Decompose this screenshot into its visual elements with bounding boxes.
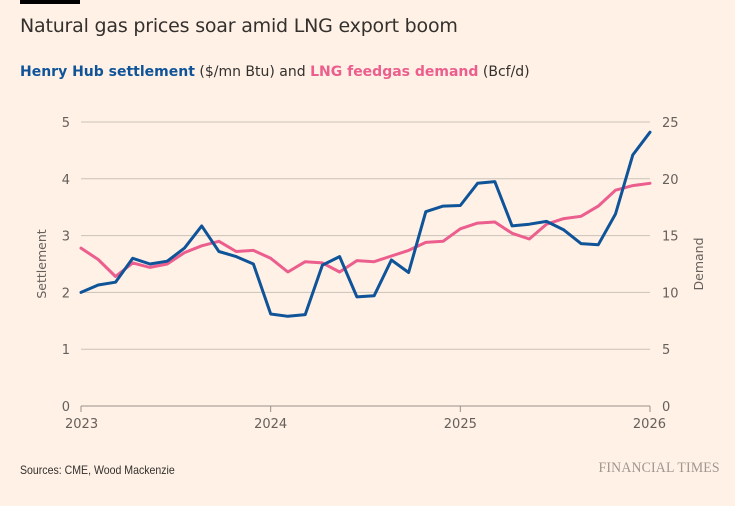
legend-unit-1: ($/mn Btu) and bbox=[194, 64, 311, 80]
y-tick-label-right: 10 bbox=[662, 286, 679, 301]
legend-henry-hub: Henry Hub settlement bbox=[20, 64, 195, 80]
gridlines bbox=[81, 121, 650, 350]
y-axis-right: 0 5 10 15 20 25 bbox=[662, 116, 679, 415]
y-tick-label-left: 0 bbox=[62, 400, 70, 415]
y-tick-label-right: 20 bbox=[662, 173, 679, 188]
chart-subtitle: Henry Hub settlement ($/mn Btu) and LNG … bbox=[20, 64, 530, 80]
x-tick-label: 2023 bbox=[65, 417, 98, 432]
legend-unit-2: (Bcf/d) bbox=[478, 64, 530, 80]
lng-feedgas-line bbox=[79, 181, 652, 278]
brand-bar bbox=[20, 0, 80, 4]
x-tick-label: 2024 bbox=[254, 417, 287, 432]
y-axis-left: 0 1 2 3 4 5 bbox=[62, 116, 70, 415]
legend-lng-feedgas: LNG feedgas demand bbox=[310, 64, 479, 80]
chart-title: Natural gas prices soar amid LNG export … bbox=[20, 15, 458, 37]
y-tick-label-right: 15 bbox=[662, 230, 679, 245]
ft-logo: FINANCIAL TIMES bbox=[598, 460, 720, 476]
x-axis: 2023 2024 2025 2026 bbox=[65, 405, 666, 432]
y-axis-right-title: Demand bbox=[691, 237, 706, 290]
source-note: Sources: CME, Wood Mackenzie bbox=[20, 463, 175, 477]
y-tick-label-left: 5 bbox=[62, 116, 70, 131]
y-tick-label-right: 5 bbox=[662, 343, 670, 358]
x-tick-label: 2026 bbox=[633, 417, 666, 432]
y-axis-left-title: Settlement bbox=[34, 229, 49, 298]
x-tick-label: 2025 bbox=[444, 417, 477, 432]
y-tick-label-left: 1 bbox=[62, 343, 70, 358]
y-tick-label-left: 3 bbox=[62, 230, 70, 245]
y-tick-label-right: 0 bbox=[662, 400, 670, 415]
y-tick-label-right: 25 bbox=[662, 116, 679, 131]
henry-hub-line bbox=[79, 130, 652, 318]
y-tick-label-left: 4 bbox=[62, 173, 70, 188]
y-tick-label-left: 2 bbox=[62, 286, 70, 301]
series-lines bbox=[79, 130, 652, 318]
